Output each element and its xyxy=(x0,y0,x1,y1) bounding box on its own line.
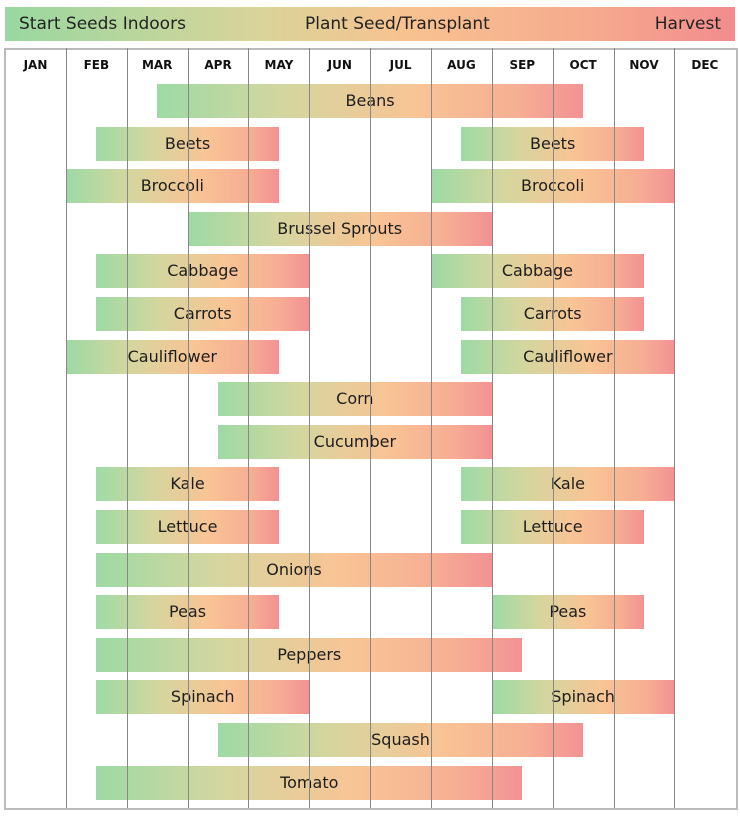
month-divider xyxy=(248,48,249,808)
crop-bar: Broccoli xyxy=(65,169,279,204)
crop-label: Onions xyxy=(266,559,322,579)
crop-bar: Carrots xyxy=(96,297,310,331)
crop-label: Cabbage xyxy=(167,261,239,281)
month-label: SEP xyxy=(509,58,536,72)
crop-bar: Peas xyxy=(491,595,644,630)
crop-bar: Beets xyxy=(461,126,644,161)
month-divider xyxy=(370,48,371,808)
month-divider xyxy=(66,48,67,808)
crop-label: Cauliflower xyxy=(127,346,218,366)
chart-grid xyxy=(4,48,738,810)
crop-label: Corn xyxy=(336,389,374,409)
month-label: NOV xyxy=(629,58,659,72)
crop-label: Cucumber xyxy=(313,431,397,451)
crop-bar: Cabbage xyxy=(96,254,310,289)
crop-bar: Spinach xyxy=(96,680,310,715)
crop-label: Peas xyxy=(549,602,587,622)
crop-bar: Brussel Sprouts xyxy=(187,211,492,246)
crop-bar: Cabbage xyxy=(430,254,644,289)
crop-label: Peas xyxy=(96,602,279,621)
crop-label: Beets xyxy=(461,134,644,153)
crop-bar: Squash xyxy=(217,723,584,757)
crop-bar: Kale xyxy=(461,467,675,502)
month-label: JUN xyxy=(327,58,352,72)
crop-bar: Carrots xyxy=(461,297,644,331)
crop-label: Spinach xyxy=(170,687,235,707)
month-label: AUG xyxy=(447,58,476,72)
crop-label: Broccoli xyxy=(431,176,674,195)
crop-label: Broccoli xyxy=(140,176,204,196)
legend-plant: Plant Seed/Transplant xyxy=(305,14,490,34)
month-divider xyxy=(127,48,128,808)
crop-label: Cabbage xyxy=(501,261,573,281)
month-label: DEC xyxy=(691,58,719,72)
crop-bar: Broccoli xyxy=(430,169,675,204)
month-label: MAY xyxy=(264,58,294,72)
month-divider xyxy=(188,48,189,808)
crop-bar: Cauliflower xyxy=(65,339,279,374)
month-divider xyxy=(492,48,493,808)
month-divider xyxy=(309,48,310,808)
crop-bar: Lettuce xyxy=(461,510,644,544)
crop-label: Kale xyxy=(96,474,279,493)
crop-label: Beets xyxy=(96,134,279,153)
crop-bar: Cauliflower xyxy=(461,339,675,374)
crop-bar: Spinach xyxy=(491,680,675,715)
crop-label: Brussel Sprouts xyxy=(277,218,403,238)
crop-label: Cauliflower xyxy=(523,346,613,366)
crop-label: Squash xyxy=(371,730,430,749)
month-divider xyxy=(431,48,432,808)
legend-bar: Start Seeds Indoors Plant Seed/Transplan… xyxy=(5,7,735,41)
month-label: JUL xyxy=(389,58,412,72)
month-label: MAR xyxy=(141,58,173,72)
crop-label: Spinach xyxy=(551,687,615,707)
crop-label: Carrots xyxy=(461,304,644,323)
month-label: APR xyxy=(204,58,232,72)
crop-bar: Onions xyxy=(96,552,492,587)
crop-label: Kale xyxy=(550,474,586,494)
month-divider xyxy=(674,48,675,808)
month-divider xyxy=(614,48,615,808)
crop-label: Carrots xyxy=(173,304,232,323)
month-label: FEB xyxy=(83,58,110,72)
crop-bar: Corn xyxy=(217,382,492,417)
legend-harvest: Harvest xyxy=(654,14,721,34)
crop-bar: Cucumber xyxy=(217,424,492,459)
crop-label: Lettuce xyxy=(96,517,279,536)
month-divider xyxy=(553,48,554,808)
crop-label: Lettuce xyxy=(461,517,644,536)
month-label: JAN xyxy=(23,58,48,72)
month-label: OCT xyxy=(569,58,597,72)
legend-start: Start Seeds Indoors xyxy=(19,14,186,34)
